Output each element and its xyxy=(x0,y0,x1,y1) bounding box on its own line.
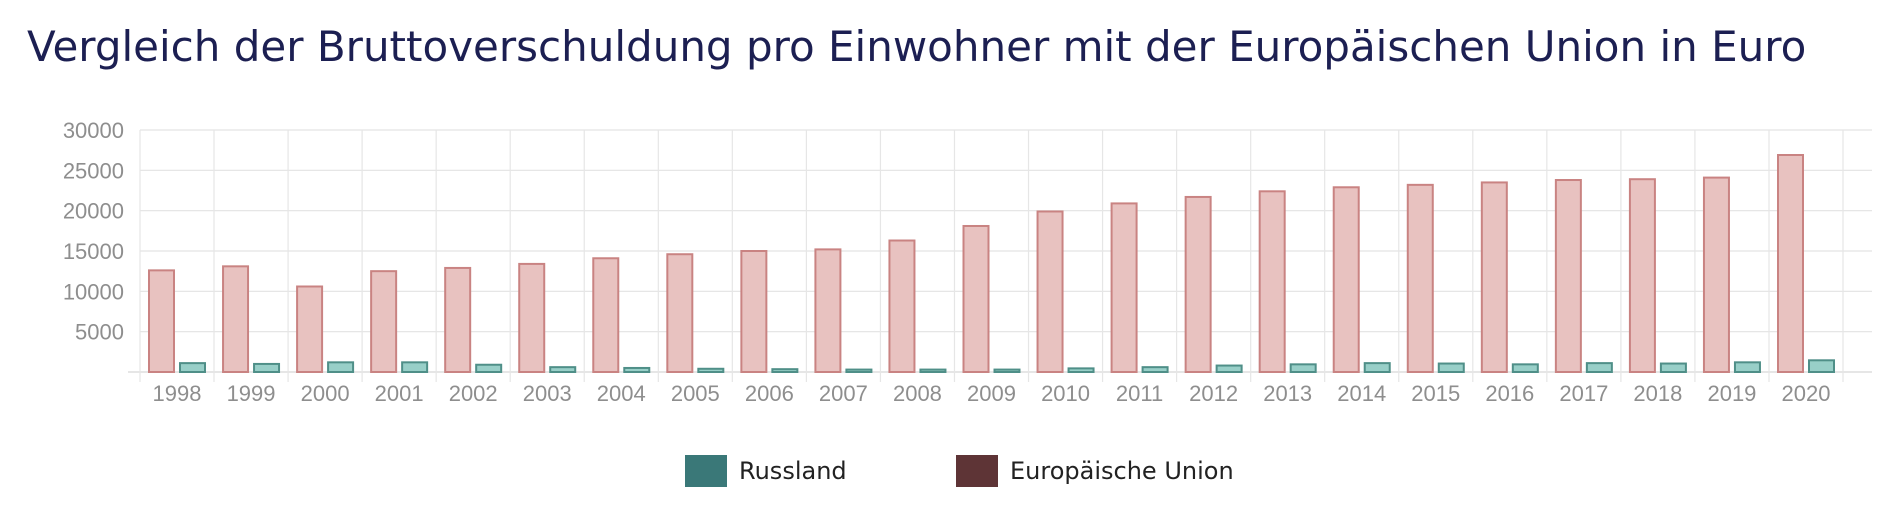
y-tick-label: 20000 xyxy=(63,199,124,224)
bar-europaeische-union-2018 xyxy=(1628,178,1656,373)
x-tick-label: 2017 xyxy=(1559,381,1608,406)
bar-russland-2011 xyxy=(1141,366,1169,374)
bar-russland-2013 xyxy=(1289,363,1317,374)
bar-russland-2002 xyxy=(475,363,503,373)
bar-europaeische-union-2010 xyxy=(1036,210,1064,373)
bar-russland-2010 xyxy=(1067,367,1095,373)
bar-europaeische-union-2002 xyxy=(444,266,472,373)
bar-russland-1999 xyxy=(253,362,281,373)
x-tick-label: 2013 xyxy=(1263,381,1312,406)
bar-russland-2020 xyxy=(1808,359,1835,374)
x-tick-label: 2008 xyxy=(893,381,942,406)
x-tick-label: 2011 xyxy=(1116,381,1163,406)
legend-label: Russland xyxy=(739,457,847,485)
x-tick-label: 2003 xyxy=(523,381,572,406)
x-tick-label: 2016 xyxy=(1485,381,1534,406)
bar-russland-2015 xyxy=(1437,362,1465,373)
bar-russland-2005 xyxy=(697,367,725,374)
bar-russland-2017 xyxy=(1585,362,1613,374)
bar-europaeische-union-2008 xyxy=(888,239,916,373)
bar-europaeische-union-2001 xyxy=(370,270,398,373)
x-tick-label: 2006 xyxy=(745,381,794,406)
bar-russland-2008 xyxy=(919,368,947,373)
y-tick-label: 25000 xyxy=(63,158,124,183)
legend-label: Europäische Union xyxy=(1010,457,1234,485)
bar-europaeische-union-1998 xyxy=(148,269,175,373)
bar-europaeische-union-1999 xyxy=(222,265,250,373)
bar-russland-2019 xyxy=(1733,361,1761,374)
legend-item-europaeische-union[interactable]: Europäische Union xyxy=(956,455,1234,487)
bar-russland-2009 xyxy=(993,368,1021,373)
y-tick-label: 30000 xyxy=(63,118,124,143)
bar-chart: 5000 10000 15000 20000 25000 30000 1998 1999 20… xyxy=(63,118,1872,406)
bar-europaeische-union-2013 xyxy=(1258,190,1286,373)
bar-europaeische-union-2016 xyxy=(1480,181,1508,373)
bar-europaeische-union-2009 xyxy=(962,224,990,373)
bar-europaeische-union-2000 xyxy=(296,285,324,374)
bar-europaeische-union-2017 xyxy=(1554,179,1582,373)
x-tick-label: 2019 xyxy=(1707,381,1756,406)
bar-europaeische-union-2015 xyxy=(1406,183,1434,373)
y-tick-label: 15000 xyxy=(63,239,124,264)
x-tick-label: 1998 xyxy=(153,381,202,406)
x-tick-label: 2002 xyxy=(449,381,498,406)
legend-item-russland[interactable]: Russland xyxy=(685,455,847,487)
bar-russland-2018 xyxy=(1659,362,1687,373)
x-tick-label: 2015 xyxy=(1411,381,1460,406)
bar-russland-1998 xyxy=(179,362,206,374)
x-tick-label: 2007 xyxy=(819,381,868,406)
y-tick-label: 10000 xyxy=(63,279,124,304)
x-tick-label: 2018 xyxy=(1633,381,1682,406)
x-tick-label: 2020 xyxy=(1782,381,1831,406)
bar-europaeische-union-2019 xyxy=(1702,176,1730,373)
x-tick-label: 2004 xyxy=(597,381,646,406)
x-tick-label: 2010 xyxy=(1041,381,1090,406)
x-tick-label: 2005 xyxy=(671,381,720,406)
bar-russland-2012 xyxy=(1215,364,1243,373)
x-tick-label: 2009 xyxy=(967,381,1016,406)
x-tick-label: 2014 xyxy=(1337,381,1386,406)
legend: Russland Europäische Union xyxy=(0,455,1888,491)
x-tick-label: 1999 xyxy=(227,381,276,406)
bar-europaeische-union-2007 xyxy=(814,248,842,374)
bar-russland-2007 xyxy=(845,368,873,373)
bar-europaeische-union-2006 xyxy=(740,250,768,373)
y-axis-ticks: 5000 10000 15000 20000 25000 30000 xyxy=(63,118,124,345)
bar-europaeische-union-2004 xyxy=(592,257,620,374)
bar-europaeische-union-2005 xyxy=(666,253,694,373)
x-tick-label: 2000 xyxy=(301,381,350,406)
chart-title: Vergleich der Bruttoverschuldung pro Ein… xyxy=(27,22,1807,71)
bar-europaeische-union-2011 xyxy=(1110,202,1138,373)
legend-swatch xyxy=(956,455,998,487)
bar-europaeische-union-2012 xyxy=(1184,195,1212,373)
bar-russland-2001 xyxy=(401,361,429,374)
bar-russland-2003 xyxy=(549,366,577,374)
x-tick-label: 2012 xyxy=(1189,381,1238,406)
y-tick-label: 5000 xyxy=(75,320,124,345)
bar-europaeische-union-2020 xyxy=(1777,154,1804,373)
bar-russland-2006 xyxy=(771,368,799,373)
x-axis-ticks: 1998 1999 2000 2001 2002 2003 2004 2005 2006 2007… xyxy=(153,381,1831,406)
bar-europaeische-union-2014 xyxy=(1332,186,1360,373)
bars xyxy=(148,154,1835,374)
legend-swatch xyxy=(685,455,727,487)
bar-russland-2004 xyxy=(623,366,651,374)
x-tick-label: 2001 xyxy=(375,381,424,406)
bar-russland-2000 xyxy=(327,361,355,374)
bar-russland-2016 xyxy=(1511,363,1539,374)
bar-russland-2014 xyxy=(1363,362,1391,374)
bar-europaeische-union-2003 xyxy=(518,262,546,374)
